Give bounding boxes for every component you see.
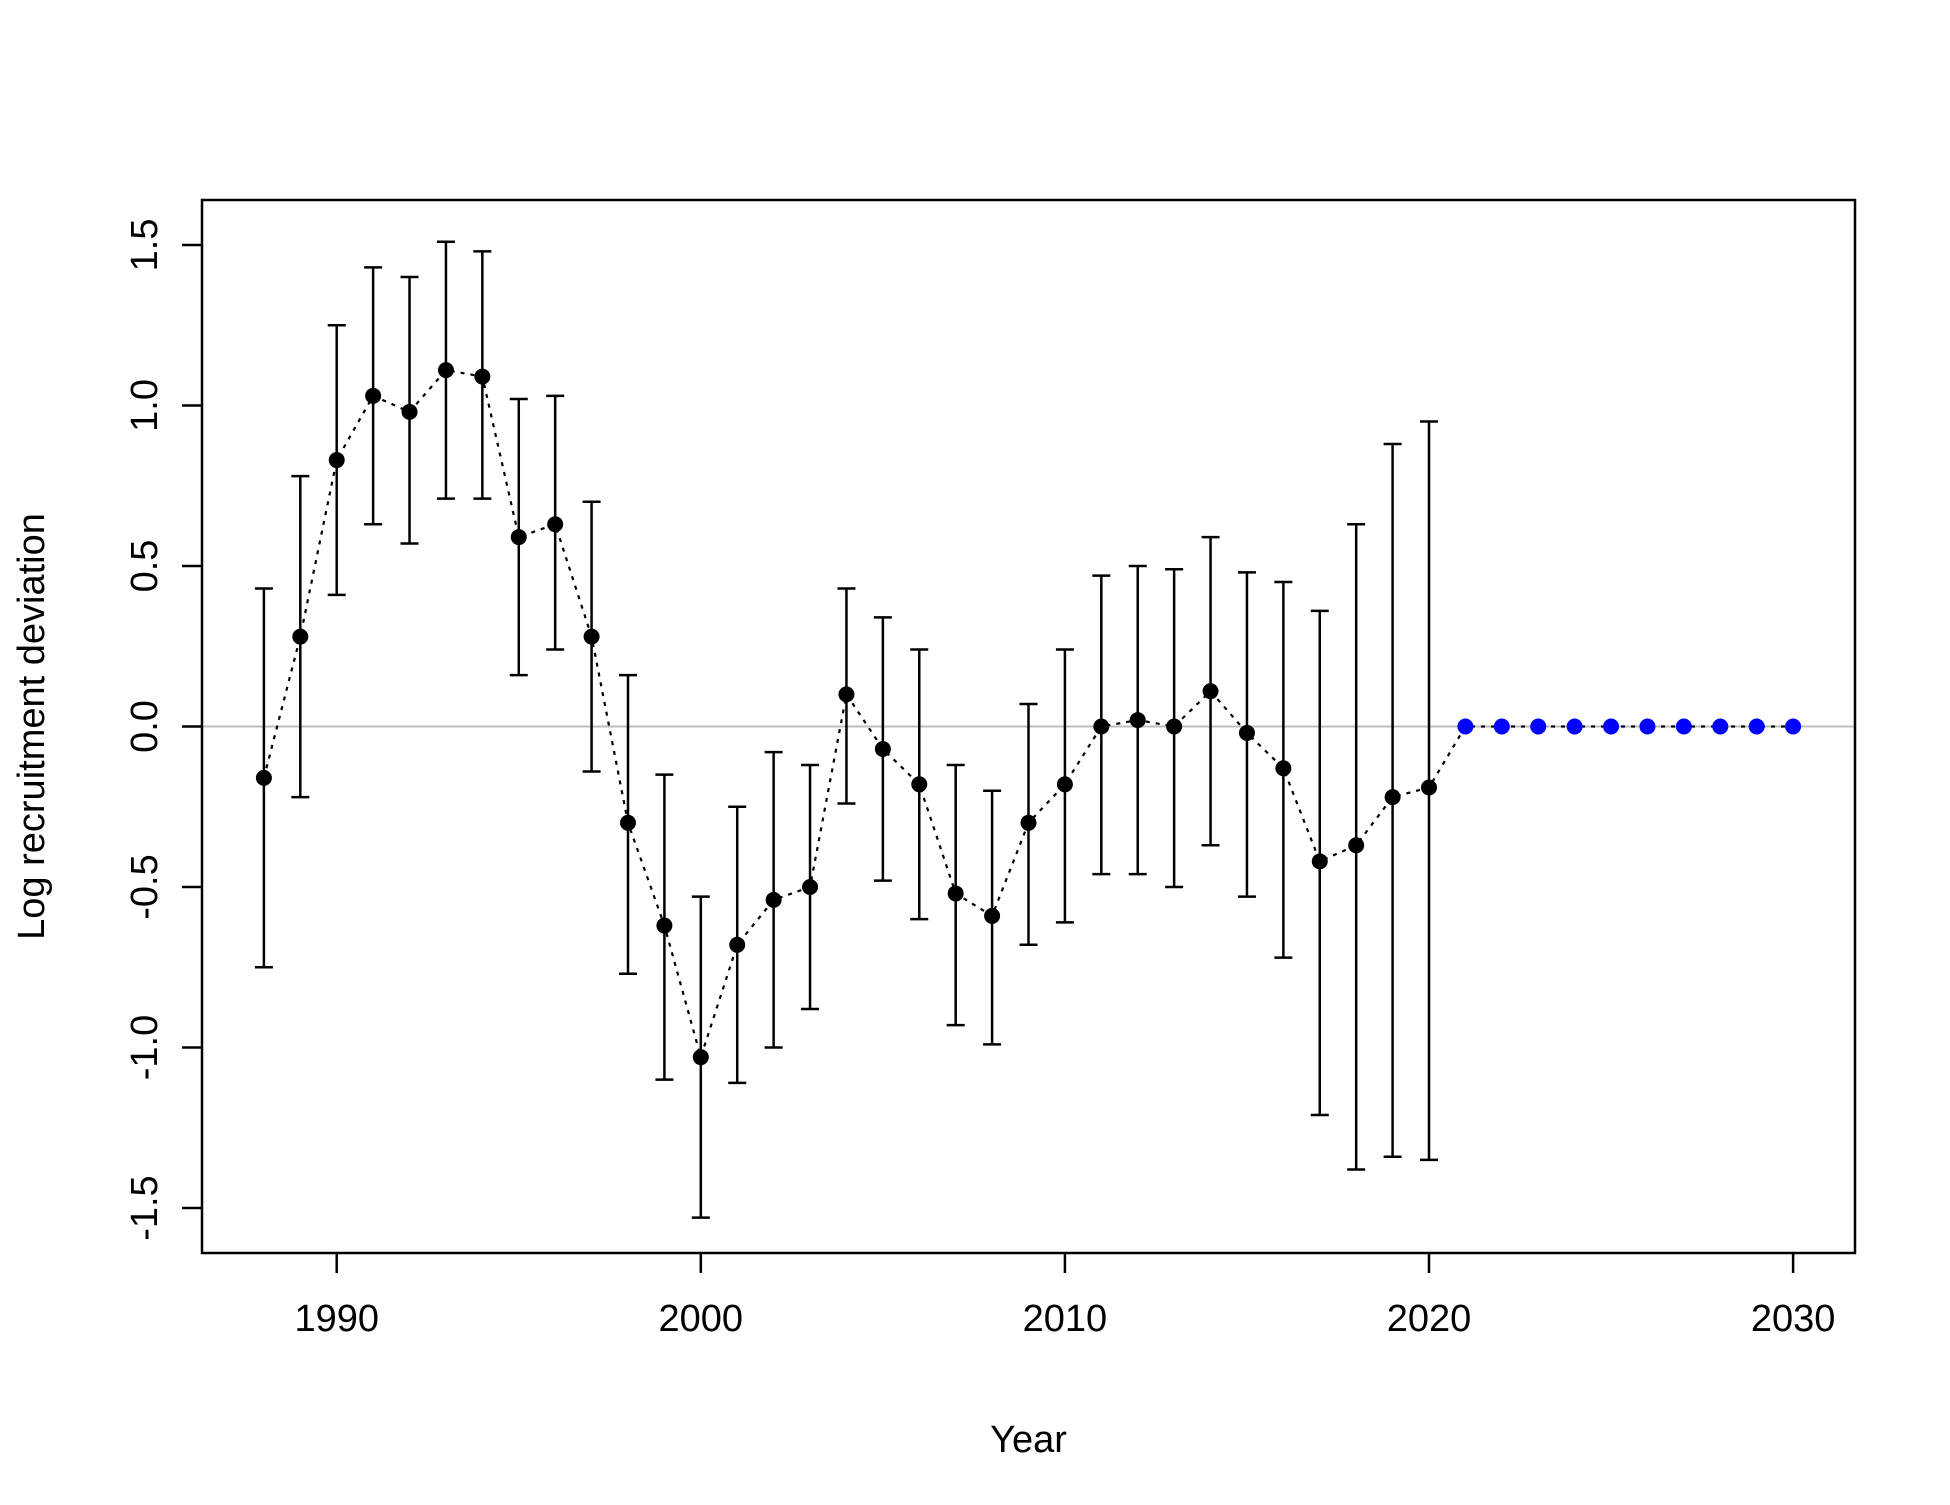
estimated-point xyxy=(1093,718,1110,735)
x-axis: 1990 2000 2010 2020 2030 xyxy=(294,1253,1835,1340)
estimated-point xyxy=(292,628,309,645)
y-tick-label: 0.5 xyxy=(124,540,166,593)
forecast-point xyxy=(1603,718,1620,735)
x-axis-label: Year xyxy=(990,1419,1067,1461)
y-tick-label: -1.5 xyxy=(124,1175,166,1240)
estimated-point xyxy=(838,686,855,703)
estimated-point xyxy=(1202,683,1219,700)
forecast-point xyxy=(1748,718,1765,735)
estimated-point xyxy=(255,769,272,786)
y-tick-label: 0.0 xyxy=(124,700,166,753)
estimated-point xyxy=(583,628,600,645)
estimated-point xyxy=(874,740,891,757)
estimated-point xyxy=(619,814,636,831)
estimated-point xyxy=(474,368,491,385)
y-tick-label: -0.5 xyxy=(124,854,166,919)
estimated-point xyxy=(1384,789,1401,806)
x-tick-label: 2030 xyxy=(1751,1298,1836,1340)
estimated-point xyxy=(437,362,454,379)
forecast-point xyxy=(1530,718,1547,735)
estimated-point xyxy=(947,885,964,902)
estimated-point xyxy=(1311,853,1328,870)
estimated-point xyxy=(547,516,564,533)
y-axis: -1.5 -1.0 -0.5 0.0 0.5 1.0 1.5 xyxy=(124,219,202,1241)
estimated-point xyxy=(1238,724,1255,741)
y-tick-label: 1.0 xyxy=(124,379,166,432)
forecast-point xyxy=(1785,718,1802,735)
estimated-point xyxy=(656,917,673,934)
estimated-point xyxy=(911,776,928,793)
estimated-point xyxy=(1275,760,1292,777)
estimated-point xyxy=(1166,718,1183,735)
estimated-point xyxy=(401,403,418,420)
estimated-point xyxy=(729,936,746,953)
estimated-point xyxy=(365,387,382,404)
x-tick-label: 1990 xyxy=(294,1298,379,1340)
estimated-point xyxy=(1056,776,1073,793)
estimated-point xyxy=(1348,837,1365,854)
x-tick-label: 2020 xyxy=(1387,1298,1472,1340)
x-tick-label: 2010 xyxy=(1023,1298,1108,1340)
forecast-point xyxy=(1566,718,1583,735)
estimated-point xyxy=(1421,779,1438,796)
estimated-point xyxy=(692,1049,709,1066)
forecast-point xyxy=(1712,718,1729,735)
forecast-point xyxy=(1639,718,1656,735)
estimated-point xyxy=(802,879,819,896)
estimated-point xyxy=(1129,712,1146,729)
series-layer xyxy=(254,240,1802,1219)
y-tick-label: -1.0 xyxy=(124,1015,166,1080)
forecast-point xyxy=(1457,718,1474,735)
estimated-point xyxy=(984,907,1001,924)
estimated-point xyxy=(765,891,782,908)
estimated-point xyxy=(328,452,345,469)
estimated-point xyxy=(1020,814,1037,831)
estimated-point xyxy=(510,529,527,546)
forecast-point xyxy=(1675,718,1692,735)
y-axis-label: Log recruitment deviation xyxy=(11,513,53,940)
y-tick-label: 1.5 xyxy=(124,219,166,272)
x-tick-label: 2000 xyxy=(659,1298,744,1340)
forecast-point xyxy=(1493,718,1510,735)
